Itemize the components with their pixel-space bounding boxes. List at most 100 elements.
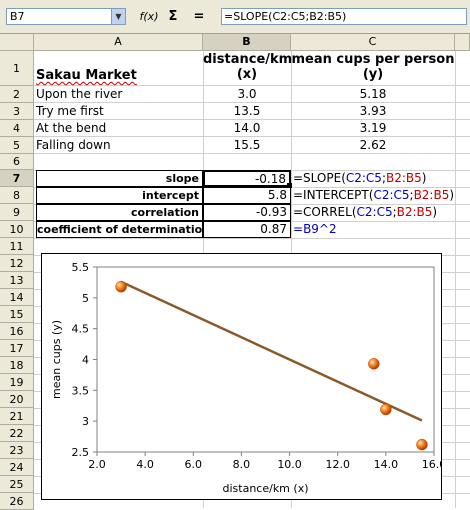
formula-range-x: B2:B5: [386, 171, 422, 185]
header-distance-line2: (x): [236, 67, 258, 82]
column-header-b[interactable]: B: [203, 34, 291, 51]
row-header[interactable]: 24: [0, 459, 34, 476]
y-tick-label: 5.5: [72, 261, 90, 274]
cell-c4[interactable]: 3.19: [359, 121, 387, 135]
cell-b5[interactable]: 15.5: [233, 138, 261, 152]
sum-icon[interactable]: Σ: [168, 9, 178, 24]
cell-a2[interactable]: Upon the river: [36, 87, 123, 101]
cell-a5[interactable]: Falling down: [36, 138, 111, 152]
row-header[interactable]: 23: [0, 442, 34, 459]
x-tick-label: 8.0: [233, 458, 251, 471]
row-header[interactable]: 8: [0, 187, 34, 204]
cell-b8[interactable]: 5.8: [203, 187, 291, 204]
header-distance[interactable]: distance/km (x): [203, 52, 293, 82]
formula-separator: ;: [381, 171, 386, 185]
select-all-corner[interactable]: [0, 34, 34, 51]
cell-b10[interactable]: 0.87: [203, 221, 291, 238]
row-header[interactable]: 2: [0, 86, 34, 103]
cell-c3[interactable]: 3.93: [359, 104, 387, 118]
row-header[interactable]: 13: [0, 272, 34, 289]
x-tick-label: 4.0: [136, 458, 154, 471]
formula-close: ): [449, 188, 455, 202]
cell-c2[interactable]: 5.18: [359, 87, 387, 101]
row-header[interactable]: 3: [0, 103, 34, 120]
grid-hline: [34, 136, 470, 137]
label-correlation[interactable]: correlation: [36, 204, 203, 221]
row-header[interactable]: 6: [0, 154, 34, 170]
grid-vline: [455, 51, 456, 508]
row-header[interactable]: 5: [0, 137, 34, 154]
row-header[interactable]: 19: [0, 374, 34, 391]
x-tick-label: 12.0: [325, 458, 350, 471]
formula-input[interactable]: =SLOPE(C2:C5;B2:B5): [221, 8, 467, 25]
column-header-d[interactable]: [455, 34, 470, 51]
formula-range-y: C2:C5: [373, 188, 410, 202]
x-tick-label: 16.0: [422, 458, 441, 471]
x-tick-label: 14.0: [374, 458, 399, 471]
formula-text-coefficient[interactable]: =B9^2: [293, 221, 337, 238]
data-point: [115, 280, 127, 293]
function-wizard-icon[interactable]: f(x): [139, 10, 159, 23]
equals-icon[interactable]: =: [193, 9, 205, 24]
cell-a4[interactable]: At the bend: [36, 121, 107, 135]
row-header[interactable]: 11: [0, 238, 34, 255]
cell-c5[interactable]: 2.62: [359, 138, 387, 152]
formula-separator: ;: [392, 205, 397, 219]
fill-handle[interactable]: [287, 183, 292, 188]
row-header[interactable]: 21: [0, 408, 34, 425]
trendline: [120, 280, 423, 422]
data-point: [368, 358, 380, 370]
grid-hline: [34, 119, 470, 120]
formula-text-correlation[interactable]: =CORREL(C2:C5;B2:B5): [293, 204, 437, 221]
formula-function: =CORREL(: [293, 205, 357, 219]
cell-a3[interactable]: Try me first: [36, 104, 104, 118]
row-header[interactable]: 26: [0, 493, 34, 510]
formula-range-x: B2:B5: [396, 205, 433, 219]
formula-text-intercept[interactable]: =INTERCEPT(C2:C5;B2:B5): [293, 187, 454, 204]
cell-b7-selected[interactable]: -0.18: [203, 170, 291, 187]
row-header[interactable]: 4: [0, 120, 34, 137]
name-box[interactable]: B7: [6, 8, 126, 25]
chevron-down-icon[interactable]: ▼: [111, 9, 125, 24]
grid-hline: [34, 238, 470, 239]
row-header[interactable]: 20: [0, 391, 34, 408]
row-header[interactable]: 16: [0, 323, 34, 340]
grid-hline: [34, 102, 470, 103]
cell-b4[interactable]: 14.0: [233, 121, 261, 135]
row-header[interactable]: 22: [0, 425, 34, 442]
sheet-title[interactable]: Sakau Market: [36, 68, 137, 83]
scatter-chart[interactable]: 2.0 4.0 6.0 8.0 10.0 12.0 14.0 16.0 5.5 5 4.5 4 3.5 3…: [41, 253, 446, 500]
x-tick-label: 10.0: [277, 458, 302, 471]
header-cups[interactable]: mean cups per person (y): [291, 52, 455, 82]
formula-function: =SLOPE(: [293, 171, 346, 185]
row-header[interactable]: 18: [0, 357, 34, 374]
cell-b9[interactable]: -0.93: [203, 204, 291, 221]
label-coefficient-of-determination[interactable]: coefficient of determination: [36, 221, 211, 238]
y-tick-label: 3.5: [72, 384, 90, 397]
row-header[interactable]: 17: [0, 340, 34, 357]
cell-b3[interactable]: 13.5: [233, 104, 261, 118]
formula-text-slope[interactable]: =SLOPE(C2:C5;B2:B5): [293, 170, 426, 187]
row-header[interactable]: 7: [0, 170, 34, 187]
header-distance-line1: distance/km: [203, 52, 293, 67]
label-slope[interactable]: slope: [36, 170, 203, 187]
row-header[interactable]: 1: [0, 51, 34, 86]
data-point: [416, 438, 428, 451]
row-header[interactable]: 12: [0, 255, 34, 272]
data-point: [380, 403, 392, 416]
row-header[interactable]: 15: [0, 306, 34, 323]
formula-separator: ;: [409, 188, 414, 202]
label-intercept[interactable]: intercept: [36, 187, 203, 204]
column-header-c[interactable]: C: [291, 34, 455, 51]
row-header[interactable]: 10: [0, 221, 34, 238]
row-header[interactable]: 9: [0, 204, 34, 221]
y-tick-label: 2.5: [72, 446, 90, 459]
header-cups-line2: (y): [362, 67, 384, 82]
formula-function: =INTERCEPT(: [293, 188, 374, 202]
row-header[interactable]: 14: [0, 289, 34, 306]
column-header-a[interactable]: A: [34, 34, 203, 51]
y-axis-label: mean cups (y): [50, 320, 63, 399]
row-header[interactable]: 25: [0, 476, 34, 493]
x-axis-label: distance/km (x): [223, 482, 309, 495]
cell-b2[interactable]: 3.0: [237, 87, 257, 101]
